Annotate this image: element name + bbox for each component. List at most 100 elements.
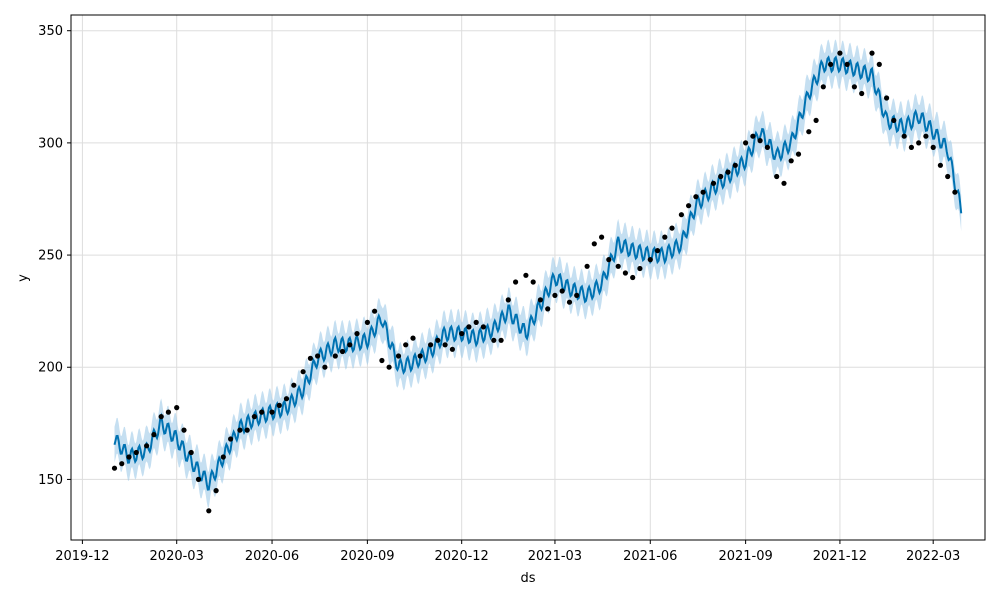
observed-point bbox=[901, 133, 907, 139]
observed-point bbox=[916, 140, 922, 146]
observed-point bbox=[379, 357, 385, 364]
observed-point bbox=[354, 331, 360, 337]
observed-point bbox=[584, 263, 590, 269]
observed-point bbox=[181, 427, 187, 433]
observed-point bbox=[395, 353, 402, 359]
x-axis-label: ds bbox=[520, 571, 535, 586]
observed-point bbox=[505, 297, 511, 303]
observed-point bbox=[869, 50, 875, 56]
x-tick-label: 2021-09 bbox=[718, 549, 772, 564]
observed-point bbox=[410, 335, 416, 341]
y-tick-label: 350 bbox=[38, 24, 63, 39]
observed-point bbox=[876, 61, 882, 67]
observed-point bbox=[859, 90, 865, 97]
observed-point bbox=[133, 449, 139, 456]
observed-point bbox=[552, 292, 558, 298]
observed-point bbox=[228, 436, 234, 442]
observed-point bbox=[473, 319, 479, 325]
observed-point bbox=[710, 180, 717, 186]
y-tick-label: 200 bbox=[38, 361, 63, 376]
x-tick-label: 2021-06 bbox=[623, 549, 677, 564]
observed-point bbox=[332, 353, 338, 359]
observed-point bbox=[622, 270, 629, 276]
observed-point bbox=[307, 355, 313, 361]
observed-point bbox=[291, 382, 297, 388]
observed-point bbox=[386, 364, 392, 370]
observed-point bbox=[606, 257, 612, 263]
y-tick-label: 300 bbox=[38, 136, 63, 151]
observed-point bbox=[678, 212, 685, 218]
observed-point bbox=[449, 346, 455, 352]
observed-point bbox=[637, 265, 643, 272]
observed-point bbox=[195, 476, 202, 482]
x-axis-ticks: 2019-12 2020-03 2020-06 2020-09 2020-12 2021-… bbox=[55, 540, 960, 564]
observed-point bbox=[491, 337, 497, 343]
observed-point bbox=[151, 432, 157, 438]
forecast-line bbox=[113, 55, 963, 491]
observed-point bbox=[126, 454, 132, 460]
observed-point bbox=[530, 279, 536, 285]
x-tick-label: 2020-09 bbox=[340, 549, 394, 564]
observed-point bbox=[591, 241, 597, 247]
x-tick-label: 2019-12 bbox=[55, 549, 109, 564]
y-axis-ticks: 150 200 250 300 350 bbox=[38, 24, 71, 488]
observed-point bbox=[615, 263, 621, 269]
uncertainty-band bbox=[114, 39, 962, 508]
observed-point bbox=[480, 324, 486, 330]
observed-point bbox=[851, 84, 858, 90]
observed-point bbox=[165, 409, 171, 415]
observed-point bbox=[537, 297, 544, 303]
observed-point bbox=[795, 151, 802, 157]
observed-point bbox=[781, 180, 787, 186]
y-tick-label: 250 bbox=[38, 249, 63, 264]
observed-point bbox=[844, 61, 850, 67]
observed-point bbox=[837, 50, 843, 56]
observed-point bbox=[559, 288, 565, 294]
observed-point bbox=[206, 508, 212, 514]
observed-point bbox=[315, 353, 321, 359]
observed-point bbox=[813, 117, 819, 123]
observed-point bbox=[908, 144, 915, 150]
observed-point bbox=[788, 158, 794, 164]
observed-point bbox=[523, 272, 529, 278]
x-tick-label: 2021-12 bbox=[813, 549, 867, 564]
x-tick-label: 2020-03 bbox=[150, 549, 204, 564]
y-tick-label: 150 bbox=[38, 473, 63, 488]
observed-point bbox=[937, 162, 944, 168]
x-tick-label: 2020-06 bbox=[245, 549, 299, 564]
observed-point bbox=[828, 61, 834, 67]
observed-point bbox=[669, 225, 675, 231]
observed-point bbox=[545, 306, 551, 312]
observed-point bbox=[930, 144, 936, 150]
observed-point bbox=[188, 449, 194, 456]
observed-point bbox=[566, 299, 573, 305]
observed-point bbox=[237, 427, 243, 433]
observed-point bbox=[300, 369, 306, 375]
observed-point bbox=[466, 324, 472, 330]
observed-point bbox=[654, 248, 661, 254]
observed-point bbox=[276, 402, 282, 408]
observed-point bbox=[119, 461, 125, 467]
observed-point bbox=[442, 342, 448, 348]
observed-point bbox=[732, 162, 738, 168]
observed-point bbox=[700, 189, 706, 195]
observed-point bbox=[111, 465, 118, 471]
observed-point bbox=[750, 133, 756, 139]
observed-point bbox=[213, 488, 219, 494]
observed-point bbox=[339, 348, 346, 355]
observed-point bbox=[428, 342, 434, 348]
observed-point bbox=[662, 234, 668, 240]
x-tick-label: 2020-12 bbox=[435, 549, 489, 564]
observed-point bbox=[599, 234, 605, 240]
observed-point bbox=[144, 443, 150, 449]
observed-point bbox=[269, 409, 275, 415]
observed-point bbox=[372, 308, 378, 314]
observed-point bbox=[347, 342, 353, 348]
observed-point bbox=[498, 337, 504, 343]
observed-point bbox=[435, 337, 441, 343]
observed-point bbox=[322, 364, 328, 370]
observed-point bbox=[574, 292, 580, 298]
y-axis-label: y bbox=[16, 274, 31, 282]
observed-point bbox=[220, 454, 226, 460]
